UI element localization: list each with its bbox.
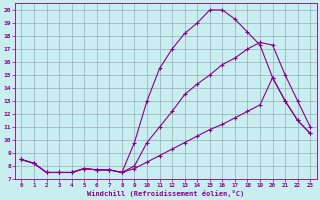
- X-axis label: Windchill (Refroidissement éolien,°C): Windchill (Refroidissement éolien,°C): [87, 190, 244, 197]
